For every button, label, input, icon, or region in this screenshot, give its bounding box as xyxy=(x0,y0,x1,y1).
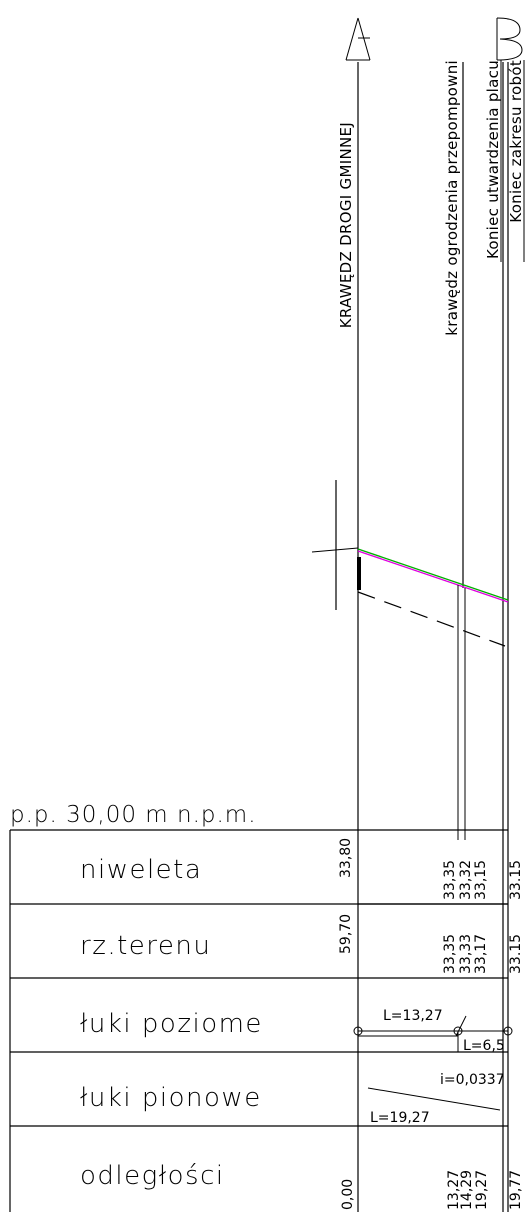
axis-a-marker: A xyxy=(345,17,371,61)
subgrade-dashed-line xyxy=(357,591,506,647)
vertical-arcs-row: i=0,0337 L=19,27 xyxy=(367,1072,505,1126)
table-grid xyxy=(9,829,508,1212)
terrain-value: 33,17 xyxy=(473,934,489,974)
road-edge-label: KRAWĘDZ DROGI GMINNEJ xyxy=(337,122,355,328)
vertical-arc-slope: i=0,0337 xyxy=(440,1072,505,1088)
horizontal-arcs-row: L=13,27 L=6,5 xyxy=(353,1008,513,1054)
reference-lines xyxy=(335,62,509,1212)
horizontal-arc-l1: L=13,27 xyxy=(383,1008,443,1024)
distance-value: 14,29 xyxy=(459,1170,475,1210)
terrain-value: 33,33 xyxy=(458,934,474,974)
row-label-vertical-arcs: łuki pionowe xyxy=(80,1083,262,1113)
row-label-distances: odległości xyxy=(80,1161,225,1191)
row-label-terrain: rz.terenu xyxy=(80,931,211,961)
datum-text: p.p. 30,00 m n.p.m. xyxy=(10,802,257,828)
terrain-values: 59,70 33,35 33,33 33,17 33.15 xyxy=(338,914,524,974)
terrain-value: 33,35 xyxy=(442,934,458,974)
terrain-value: 59,70 xyxy=(338,914,354,954)
works-end-label: Koniec zakresu robót xyxy=(507,60,525,223)
axis-b-label: B xyxy=(508,19,509,21)
distance-value: 19,27 xyxy=(474,1170,490,1210)
row-label-horizontal-arcs: łuki poziome xyxy=(80,1009,263,1039)
axis-b-marker: B xyxy=(496,17,523,61)
niveleta-line xyxy=(357,548,509,601)
niweleta-value: 33,32 xyxy=(458,860,474,900)
terrain-value: 33.15 xyxy=(508,934,524,974)
row-label-niweleta: niweleta xyxy=(80,855,202,885)
niweleta-value: 33,80 xyxy=(338,838,354,878)
niweleta-value: 33.15 xyxy=(508,860,524,900)
distance-value: 13,27 xyxy=(446,1170,462,1210)
horizontal-arc-l2: L=6,5 xyxy=(463,1038,505,1054)
pavement-end-label: Koniec utwardzenia placu xyxy=(484,60,502,259)
fence-edge-label: krawędz ogrodzenia przepompowni xyxy=(443,60,461,336)
niweleta-values: 33,80 33,35 33,32 33,15 33.15 xyxy=(338,838,524,900)
terrain-line xyxy=(357,550,509,603)
distance-value: 0,00 xyxy=(340,1179,356,1210)
distances-values: 0,00 13,27 14,29 19,27 19,77 xyxy=(340,1170,524,1210)
niweleta-value: 33,15 xyxy=(473,860,489,900)
axis-a-label: A xyxy=(358,18,359,21)
profile-geometry xyxy=(311,547,509,840)
niweleta-value: 33,35 xyxy=(442,860,458,900)
distance-value: 19,77 xyxy=(508,1170,524,1210)
vertical-arc-length: L=19,27 xyxy=(370,1110,430,1126)
